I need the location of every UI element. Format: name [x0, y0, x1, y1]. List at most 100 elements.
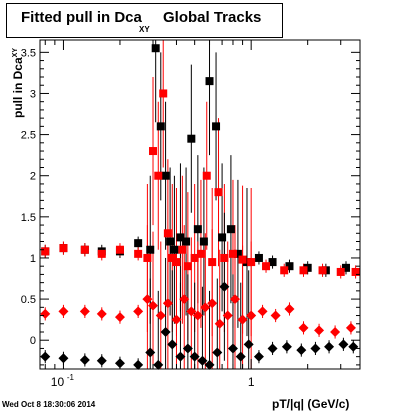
data-point-diamond: [167, 339, 178, 350]
data-point-diamond: [338, 339, 349, 350]
data-point-diamond: [296, 345, 307, 356]
y-tick-label: 0: [30, 335, 36, 347]
data-point-diamond: [114, 312, 125, 323]
data-point-diamond: [310, 343, 321, 354]
data-point-square: [299, 266, 308, 275]
data-point-diamond: [160, 326, 171, 337]
data-point-square: [341, 263, 350, 272]
data-point-square: [182, 237, 191, 246]
chart-title-subscript: XY: [139, 25, 150, 34]
data-point-square: [146, 245, 155, 254]
data-point-square: [190, 253, 199, 262]
data-point-square: [143, 253, 152, 262]
data-point-diamond: [153, 359, 164, 370]
data-point-diamond: [345, 322, 356, 333]
data-point-square: [285, 262, 294, 271]
data-point-diamond: [96, 308, 107, 319]
data-point-square: [80, 245, 89, 254]
data-point-diamond: [182, 343, 193, 354]
y-axis-label-subscript: XY: [12, 47, 19, 58]
data-point-diamond: [189, 351, 200, 362]
data-point-diamond: [246, 310, 257, 321]
data-point-diamond: [40, 308, 51, 319]
data-point-square: [163, 229, 172, 238]
chart-title-tail: Global Tracks: [163, 9, 262, 26]
data-point-square: [214, 188, 223, 197]
data-point-square: [41, 247, 50, 256]
data-point-square: [196, 249, 205, 258]
data-point-diamond: [96, 355, 107, 366]
data-point-square: [228, 249, 237, 258]
y-tick-label: 3: [30, 88, 36, 100]
x-axis: 10 -1 1: [44, 40, 342, 389]
plot-frame: [39, 39, 361, 370]
x-tick-exponent: -1: [67, 373, 75, 382]
data-point-square: [115, 245, 124, 254]
y-axis: 0 0.5 1 1.5 2 2.5 3 3.5: [21, 47, 360, 366]
data-point-square: [208, 258, 217, 267]
data-point-diamond: [324, 341, 335, 352]
x-tick-label-0.1: 10: [51, 375, 65, 389]
data-point-square: [156, 122, 165, 131]
data-point-square: [318, 266, 327, 275]
data-point-diamond: [207, 298, 218, 309]
data-point-square: [303, 263, 312, 272]
data-point-square: [242, 258, 251, 267]
data-point-diamond: [243, 339, 254, 350]
data-point-diamond: [212, 347, 223, 358]
data-point-square: [149, 147, 158, 156]
data-point-square: [202, 171, 211, 180]
data-point-square: [212, 122, 221, 131]
data-point-diamond: [330, 326, 341, 337]
y-tick-label: 1.5: [21, 212, 36, 224]
data-point-square: [97, 249, 106, 258]
data-point-square: [161, 171, 170, 180]
data-point-square: [336, 267, 345, 276]
data-point-diamond: [40, 351, 51, 362]
data-point-diamond: [235, 351, 246, 362]
data-point-square: [166, 237, 175, 246]
data-point-diamond: [237, 314, 248, 325]
x-tick-label-1: 1: [248, 375, 255, 389]
data-point-diamond: [79, 354, 90, 365]
data-point-diamond: [298, 322, 309, 333]
data-point-square: [170, 245, 179, 254]
data-point-diamond: [58, 306, 69, 317]
data-point-diamond: [197, 355, 208, 366]
data-point-square: [351, 267, 360, 276]
data-point-square: [280, 266, 289, 275]
data-point-diamond: [267, 343, 278, 354]
data-point-square: [233, 249, 242, 258]
error-bars: [44, 40, 357, 369]
data-point-diamond: [219, 281, 230, 292]
data-point-diamond: [171, 314, 182, 325]
data-point-diamond: [133, 359, 144, 370]
data-points: [40, 44, 360, 370]
data-point-diamond: [270, 310, 281, 321]
data-point-diamond: [79, 306, 90, 317]
y-axis-label-wrap: pull in DcaXY: [11, 37, 25, 129]
data-point-diamond: [145, 347, 156, 358]
data-point-diamond: [192, 310, 203, 321]
data-point-diamond: [58, 353, 69, 364]
y-tick-label: 2.5: [21, 130, 36, 142]
data-point-diamond: [133, 306, 144, 317]
y-tick-label: 2: [30, 171, 36, 183]
data-point-square: [220, 253, 229, 262]
data-point-diamond: [155, 310, 166, 321]
y-tick-label: 3.5: [21, 47, 36, 59]
data-point-square: [205, 77, 214, 86]
data-point-diamond: [227, 343, 238, 354]
data-point-square: [254, 253, 263, 262]
data-point-diamond: [179, 294, 190, 305]
y-tick-label: 1: [30, 253, 36, 265]
chart-title-box: Fitted pull in Dca XY Global Tracks: [6, 3, 283, 38]
data-point-diamond: [175, 351, 186, 362]
data-point-diamond: [214, 318, 225, 329]
data-point-square: [193, 225, 202, 234]
data-point-square: [151, 44, 160, 53]
data-point-square: [59, 244, 68, 253]
data-point-square: [176, 233, 185, 242]
timestamp: Wed Oct 8 18:30:06 2014: [2, 400, 96, 409]
